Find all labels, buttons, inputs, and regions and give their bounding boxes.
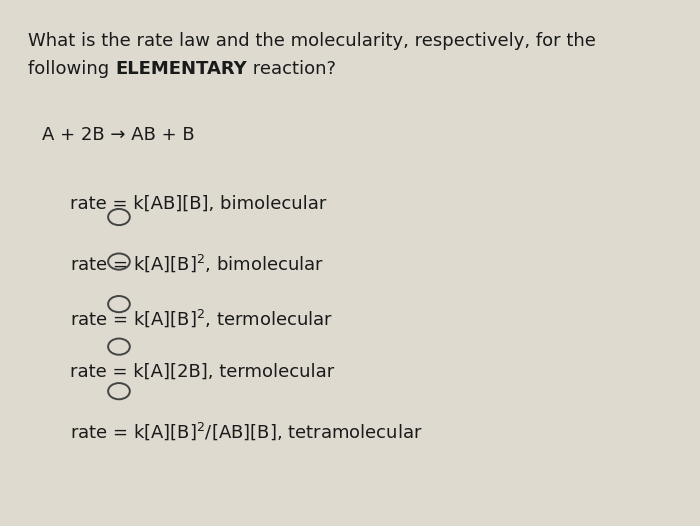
Text: rate = k[A][B]$^2$, bimolecular: rate = k[A][B]$^2$, bimolecular [70, 252, 324, 274]
Text: rate = k[AB][B], bimolecular: rate = k[AB][B], bimolecular [70, 195, 326, 213]
Text: following: following [28, 60, 115, 78]
Text: A + 2B → AB + B: A + 2B → AB + B [42, 126, 195, 144]
Text: rate = k[A][B]$^2$, termolecular: rate = k[A][B]$^2$, termolecular [70, 308, 333, 329]
Text: rate = k[A][B]$^2$/[AB][B], tetramolecular: rate = k[A][B]$^2$/[AB][B], tetramolecul… [70, 421, 423, 442]
Text: What is the rate law and the molecularity, respectively, for the: What is the rate law and the molecularit… [28, 32, 596, 49]
Text: rate = k[A][2B], termolecular: rate = k[A][2B], termolecular [70, 363, 335, 381]
Text: ELEMENTARY: ELEMENTARY [115, 60, 246, 78]
Text: reaction?: reaction? [246, 60, 335, 78]
